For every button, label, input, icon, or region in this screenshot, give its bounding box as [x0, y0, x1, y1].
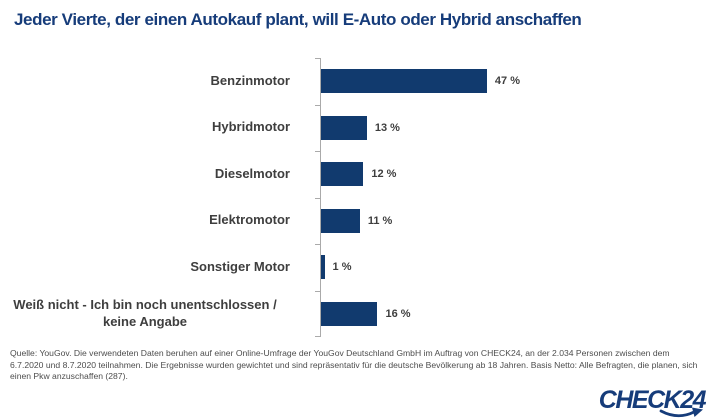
axis-tick — [315, 244, 320, 245]
axis-tick — [315, 151, 320, 152]
axis-tick — [315, 104, 320, 106]
chart-row: Elektromotor 11 % — [0, 198, 710, 245]
chart-row: Sonstiger Motor 1 % — [0, 244, 710, 291]
category-label: Hybridmotor — [212, 119, 290, 135]
bar — [321, 162, 364, 187]
page-title: Jeder Vierte, der einen Autokauf plant, … — [14, 10, 582, 29]
bar — [321, 69, 487, 94]
category-label: Weiß nicht - Ich bin noch unentschlossen… — [13, 296, 277, 329]
axis-line — [315, 58, 321, 337]
check24-smile-icon — [659, 407, 703, 418]
value-label: 13 % — [374, 121, 400, 134]
bar — [321, 208, 360, 233]
category-label: Dieselmotor — [214, 165, 290, 181]
category-label: Elektromotor — [209, 212, 290, 228]
check24-logo: CHECK24 — [598, 386, 707, 418]
value-label: 1 % — [332, 261, 352, 274]
axis-tick — [315, 336, 320, 337]
chart-row: Benzinmotor 47 % — [0, 58, 710, 105]
category-label: Benzinmotor — [210, 72, 290, 88]
axis-tick — [315, 197, 320, 199]
source-text: Quelle: YouGov. Die verwendeten Daten be… — [10, 348, 698, 382]
axis-tick — [315, 58, 320, 59]
bar — [321, 115, 367, 140]
bar-chart: Benzinmotor 47 % Hybridmotor 13 % Diesel… — [0, 58, 710, 337]
chart-row: Dieselmotor 12 % — [0, 151, 710, 198]
check24-logo-text: CHECK24 — [598, 386, 707, 414]
value-label: 47 % — [494, 75, 520, 88]
value-label: 16 % — [385, 307, 411, 320]
category-label: Sonstiger Motor — [190, 258, 290, 274]
chart-row: Weiß nicht - Ich bin noch unentschlossen… — [0, 291, 710, 338]
chart-row: Hybridmotor 13 % — [0, 105, 710, 152]
bar — [321, 301, 378, 326]
value-label: 12 % — [371, 168, 397, 181]
axis-tick — [315, 290, 320, 292]
value-label: 11 % — [367, 214, 393, 227]
bar — [321, 255, 325, 280]
